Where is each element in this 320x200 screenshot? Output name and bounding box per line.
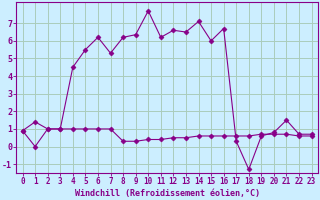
X-axis label: Windchill (Refroidissement éolien,°C): Windchill (Refroidissement éolien,°C) [75, 189, 260, 198]
